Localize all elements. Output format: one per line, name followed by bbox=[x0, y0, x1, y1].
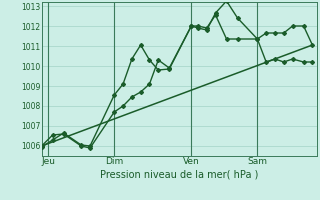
X-axis label: Pression niveau de la mer( hPa ): Pression niveau de la mer( hPa ) bbox=[100, 169, 258, 179]
